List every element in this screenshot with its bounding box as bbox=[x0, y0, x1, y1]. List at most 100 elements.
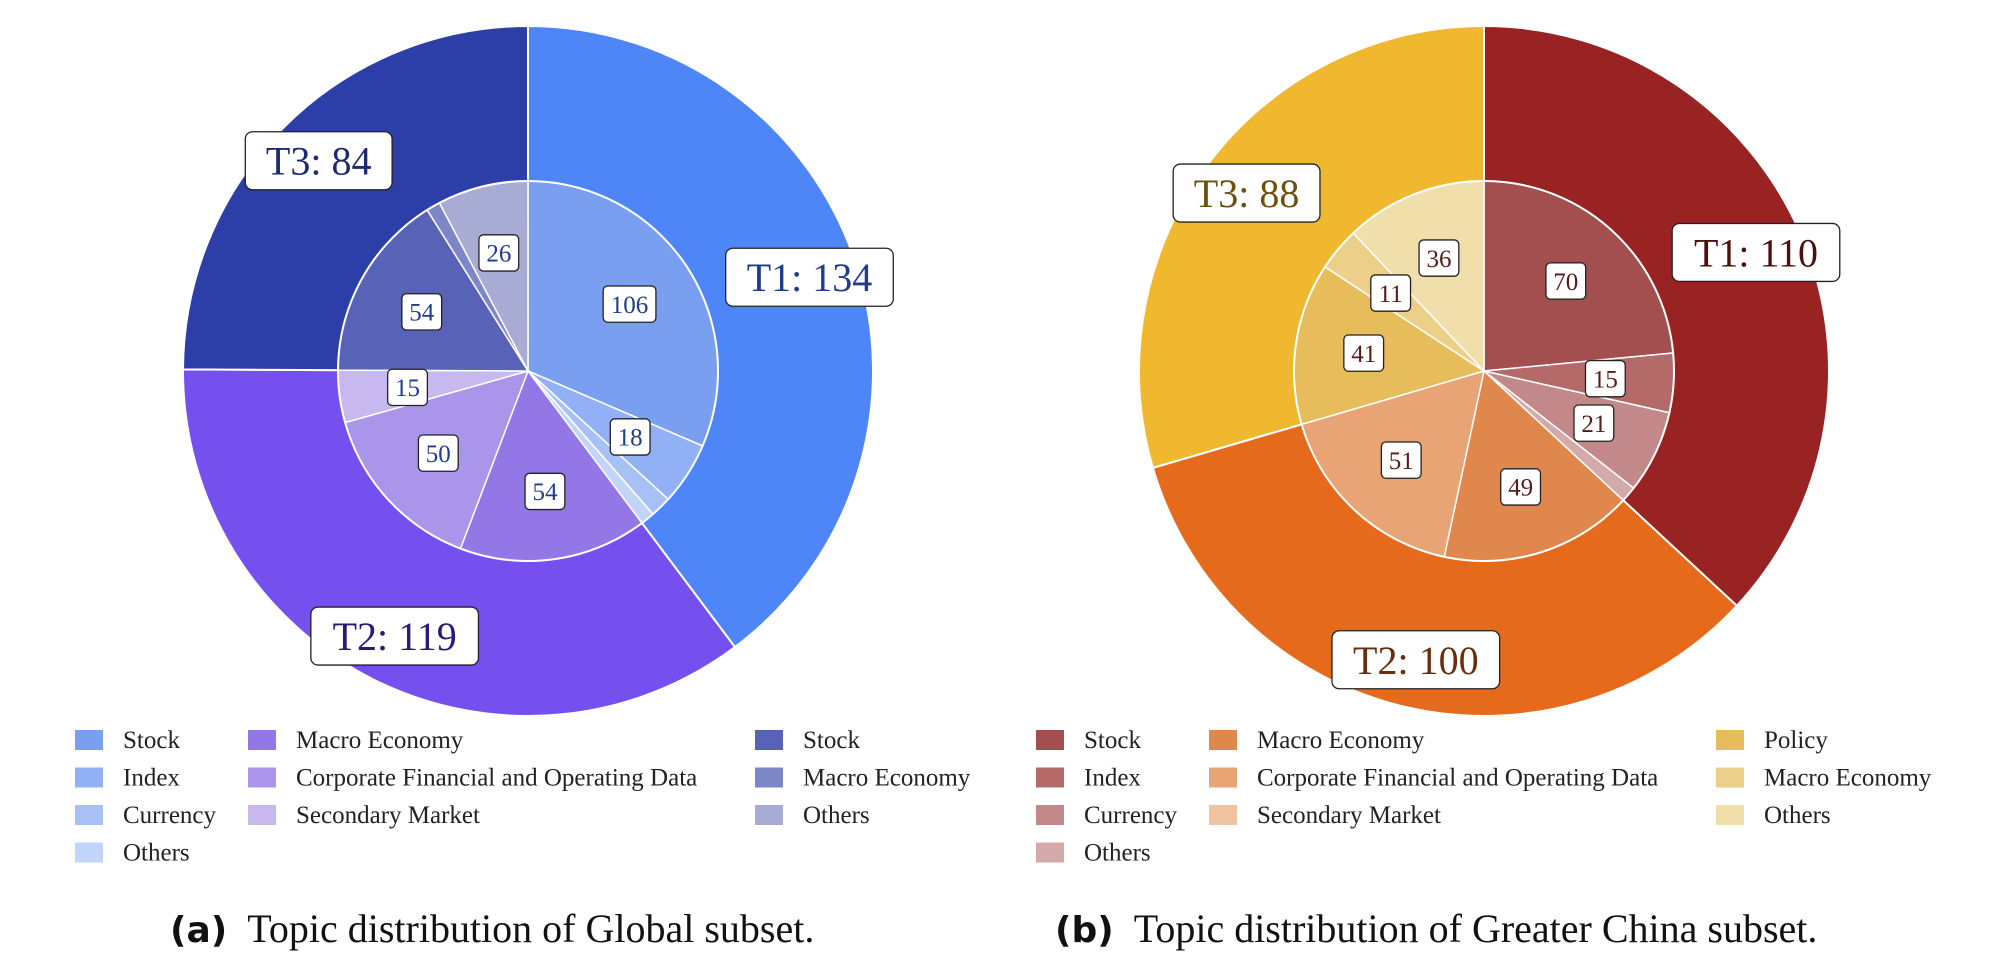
chart-b-outer-label-2: T3: 88 bbox=[1172, 163, 1321, 223]
chart-b-inner-ring-border bbox=[1293, 180, 1675, 562]
chart-a-legend-item-0-3: Others bbox=[75, 840, 190, 867]
chart-b-outer-label-2-text: T3: 88 bbox=[1194, 171, 1300, 216]
chart-b-legend-item-0-2: Currency bbox=[1036, 802, 1178, 829]
chart-a-outer-label-0: T1: 134 bbox=[725, 247, 894, 307]
chart-a-inner-ring-border bbox=[337, 180, 719, 562]
chart-b-legend-item-0-3: Others bbox=[1036, 840, 1151, 867]
chart-b-outer-label-2-box bbox=[1172, 163, 1321, 223]
chart-b-legend-item-1-1: Corporate Financial and Operating Data bbox=[1209, 765, 1658, 792]
chart-b-inner-label-2-box bbox=[1573, 404, 1615, 442]
chart-b-greater-china: 70 15 21 49 51 41 11 36 T1: 110 T2: 100 T3: 88 Stoc… bbox=[1036, 24, 1932, 867]
caption-b-tag: (b) bbox=[1055, 910, 1114, 951]
chart-b-legend-label-2-0: Policy bbox=[1764, 727, 1828, 754]
chart-a-inner-label-5: 50 bbox=[417, 434, 459, 472]
chart-a-legend-swatch-2-0 bbox=[755, 730, 783, 750]
chart-b-legend-swatch-1-0 bbox=[1209, 730, 1237, 750]
chart-b-legend-swatch-2-2 bbox=[1716, 805, 1744, 825]
chart-b-outer-label-0: T1: 110 bbox=[1671, 222, 1841, 283]
chart-b-legend-label-2-1: Macro Economy bbox=[1764, 765, 1932, 792]
chart-b-inner-label-5-text: 51 bbox=[1389, 448, 1414, 475]
chart-a-outer-label-0-text: T1: 134 bbox=[747, 255, 873, 300]
chart-b-inner-label-8-text: 11 bbox=[1379, 281, 1403, 308]
chart-b-outer-label-1-text: T2: 100 bbox=[1353, 638, 1479, 683]
chart-b-inner-label-7-box bbox=[1343, 334, 1385, 372]
chart-a-outer-label-1: T2: 119 bbox=[310, 606, 480, 666]
chart-b-legend-item-0-1: Index bbox=[1036, 765, 1141, 792]
chart-b-legend-item-2-2: Others bbox=[1716, 802, 1831, 829]
chart-b-legend-item-2-1: Macro Economy bbox=[1716, 765, 1932, 792]
chart-a-legend-label-2-1: Macro Economy bbox=[803, 765, 971, 792]
chart-b-legend-item-2-0: Policy bbox=[1716, 727, 1828, 754]
chart-a-inner-label-5-box bbox=[417, 434, 459, 472]
chart-b-legend-swatch-0-1 bbox=[1036, 767, 1064, 788]
chart-b-inner-label-4: 49 bbox=[1500, 468, 1542, 506]
chart-b-legend-swatch-2-0 bbox=[1716, 730, 1744, 750]
chart-a-inner-label-9-box bbox=[478, 234, 520, 272]
chart-b-inner-label-8: 11 bbox=[1370, 274, 1412, 312]
chart-a-inner-label-5-text: 50 bbox=[426, 441, 451, 468]
chart-a-outer-label-1-box bbox=[310, 606, 480, 666]
chart-a-legend-item-2-0: Stock bbox=[755, 727, 860, 754]
chart-b-legend-label-2-2: Others bbox=[1764, 802, 1831, 829]
chart-b-inner-label-2-text: 21 bbox=[1581, 411, 1606, 438]
chart-b-outer-label-0-text: T1: 110 bbox=[1694, 230, 1818, 275]
chart-a-inner-label-1-text: 18 bbox=[618, 425, 643, 452]
chart-b-legend-label-0-3: Others bbox=[1084, 840, 1151, 867]
chart-a-legend-swatch-2-1 bbox=[755, 767, 783, 788]
chart-b-inner-label-9-text: 36 bbox=[1426, 246, 1451, 273]
chart-b-legend-label-0-1: Index bbox=[1084, 765, 1141, 792]
chart-a-outer-label-0-box bbox=[725, 247, 894, 307]
chart-b-inner-label-0: 70 bbox=[1545, 262, 1587, 300]
chart-b-legend-label-1-1: Corporate Financial and Operating Data bbox=[1257, 765, 1658, 792]
chart-a-legend-label-1-2: Secondary Market bbox=[296, 802, 480, 829]
chart-a-inner-label-0: 106 bbox=[602, 285, 657, 323]
chart-a-inner-label-1: 18 bbox=[609, 418, 651, 456]
chart-a-outer-label-2-text: T3: 84 bbox=[266, 139, 372, 184]
chart-a-legend-item-1-1: Corporate Financial and Operating Data bbox=[248, 765, 697, 792]
chart-b-inner-label-4-text: 49 bbox=[1508, 475, 1533, 502]
chart-b-legend-swatch-1-1 bbox=[1209, 767, 1237, 788]
chart-b-legend-item-1-0: Macro Economy bbox=[1209, 727, 1425, 754]
chart-a-inner-label-6-text: 15 bbox=[395, 375, 420, 402]
chart-a-legend-swatch-1-1 bbox=[248, 767, 276, 788]
chart-a-outer-label-2-box bbox=[244, 131, 393, 191]
chart-a-outer-label-1-text: T2: 119 bbox=[333, 614, 457, 659]
chart-b-inner-label-5: 51 bbox=[1380, 441, 1422, 479]
chart-b-legend-swatch-0-2 bbox=[1036, 805, 1064, 825]
chart-b-legend-item-0-0: Stock bbox=[1036, 727, 1141, 754]
chart-b-legend-swatch-0-3 bbox=[1036, 842, 1064, 863]
chart-a-global: 106 18 54 50 15 54 26 T1: 134 T2: 119 T3: 84 Stock… bbox=[75, 24, 971, 867]
chart-a-legend-label-0-2: Currency bbox=[123, 802, 217, 829]
chart-b-legend-swatch-1-2 bbox=[1209, 805, 1237, 825]
chart-a-legend-item-0-2: Currency bbox=[75, 802, 217, 829]
chart-a-legend-item-2-2: Others bbox=[755, 802, 870, 829]
chart-b-legend-label-0-2: Currency bbox=[1084, 802, 1178, 829]
chart-a-legend-label-2-0: Stock bbox=[803, 727, 860, 754]
chart-b-inner-label-7-text: 41 bbox=[1351, 341, 1376, 368]
caption-b-text: Topic distribution of Greater China subs… bbox=[1133, 906, 1818, 951]
chart-a-legend-swatch-1-0 bbox=[248, 730, 276, 750]
caption-a-tag: (a) bbox=[170, 910, 228, 951]
chart-a-legend-swatch-1-2 bbox=[248, 805, 276, 825]
chart-a-legend-swatch-0-1 bbox=[75, 767, 103, 788]
chart-a-legend-item-1-0: Macro Economy bbox=[248, 727, 464, 754]
chart-b-legend-swatch-0-0 bbox=[1036, 730, 1064, 750]
chart-a-inner-label-0-text: 106 bbox=[611, 292, 649, 319]
chart-b-inner-label-0-box bbox=[1545, 262, 1587, 300]
chart-a-inner-label-7-box bbox=[401, 293, 443, 331]
chart-b-inner-label-0-text: 70 bbox=[1553, 269, 1578, 296]
chart-b-legend-label-1-0: Macro Economy bbox=[1257, 727, 1425, 754]
chart-a-inner-label-7: 54 bbox=[401, 293, 443, 331]
chart-b-outer-label-1: T2: 100 bbox=[1331, 630, 1501, 690]
chart-a-inner-label-7-text: 54 bbox=[409, 300, 435, 327]
chart-a-inner-label-4: 54 bbox=[524, 472, 566, 511]
chart-a-inner-label-1-box bbox=[609, 418, 651, 456]
caption-a: (a) Topic distribution of Global subset. bbox=[170, 905, 814, 965]
caption-a-text: Topic distribution of Global subset. bbox=[247, 906, 815, 951]
chart-a-legend-item-2-1: Macro Economy bbox=[755, 765, 971, 792]
chart-a-legend-label-1-0: Macro Economy bbox=[296, 727, 464, 754]
chart-b-outer-label-0-box bbox=[1671, 222, 1841, 283]
chart-a-legend-label-0-0: Stock bbox=[123, 727, 180, 754]
chart-a-legend-swatch-0-0 bbox=[75, 730, 103, 750]
